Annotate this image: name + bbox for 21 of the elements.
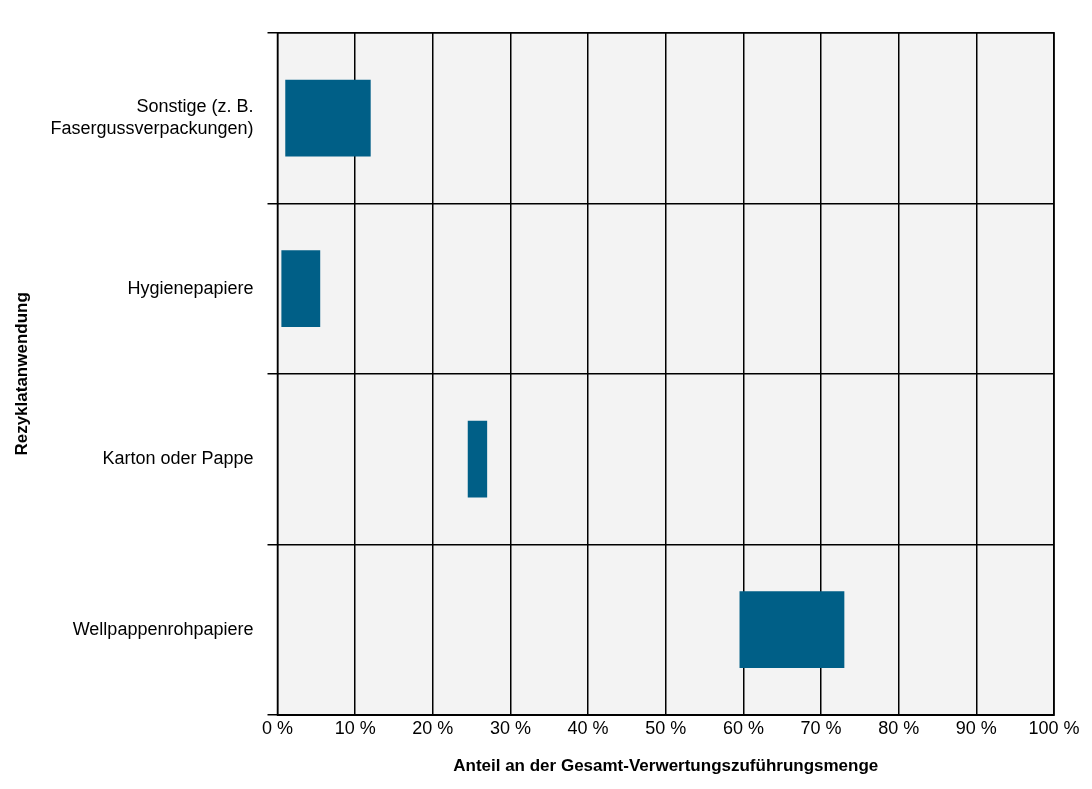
y-tick-label: Wellpappenrohpapiere [72, 618, 254, 639]
x-tick-label: 80 % [878, 717, 920, 738]
bar [467, 420, 488, 498]
x-axis-title: Anteil an der Gesamt-Verwertungszuführungsmenge [453, 756, 879, 776]
x-tick-label: 50 % [645, 717, 687, 738]
x-tick-label: 100 % [1028, 717, 1080, 738]
y-axis-title: Rezyklatanwendung [11, 292, 31, 456]
bar [739, 591, 845, 669]
x-tick-label: 60 % [722, 717, 764, 738]
x-tick-label: 40 % [567, 717, 609, 738]
bar [285, 79, 371, 157]
bar [281, 250, 321, 327]
x-tick-label: 70 % [800, 717, 842, 738]
x-tick-label: 20 % [412, 717, 454, 738]
y-tick-label: Hygienepapiere [127, 277, 254, 298]
y-tick-label: Karton oder Pappe [102, 448, 254, 469]
x-tick-label: 0 % [261, 717, 294, 738]
x-tick-label: 30 % [489, 717, 531, 738]
x-tick-label: 90 % [955, 717, 997, 738]
x-tick-label: 10 % [334, 717, 376, 738]
y-tick-label: Sonstige (z. B. Fasergussverpackungen) [50, 96, 254, 138]
